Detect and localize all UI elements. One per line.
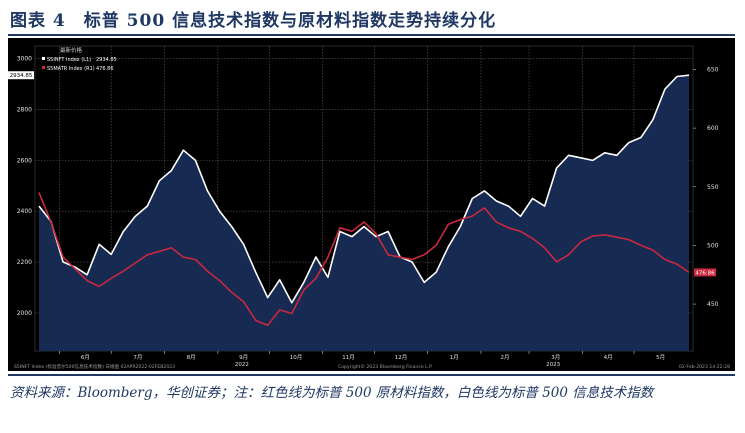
- axes: 2000 2200 2400 2600 2800 3000 450 500 550 600 650 6…: [8, 56, 719, 368]
- x-tick-label: 2月: [501, 354, 510, 361]
- x-tick-label: 8月: [187, 354, 196, 361]
- x-tick-label: 9月: [239, 354, 248, 361]
- legend-label-s5inft: S5INFT Index (L1): [47, 57, 91, 63]
- legend-header: 最新价格: [60, 46, 83, 54]
- y-left-tick-label: 2200: [17, 259, 32, 266]
- y-left-tick-label: 2800: [17, 107, 32, 114]
- x-year-label: 2022: [235, 362, 249, 368]
- y-left-tick-label: 3000: [17, 56, 32, 63]
- x-tick-label: 3月: [551, 354, 560, 361]
- y-right-tick-label: 550: [707, 184, 719, 191]
- legend-label-s5matr: S5MATR Index (R1): [47, 66, 95, 72]
- last-value-label-s5matr: 476.86: [695, 270, 715, 276]
- line-chart: 2000 2200 2400 2600 2800 3000 450 500 550 600 650 6…: [8, 38, 735, 371]
- x-year-label: 2023: [546, 362, 560, 368]
- area-s5inft: [39, 75, 689, 351]
- line-layer: [38, 74, 690, 326]
- x-tick-label: 11月: [342, 354, 355, 361]
- figure-title: 图表 4 标普 500 信息技术指数与原材料指数走势持续分化: [10, 11, 497, 31]
- area-layer: [39, 75, 689, 351]
- source-note: 资料来源：Bloomberg，华创证券；注：红色线为标普 500 原材料指数，白…: [10, 385, 654, 401]
- legend-value-s5inft: 2934.85: [96, 57, 117, 63]
- last-value-tag-s5matr: [694, 268, 716, 277]
- y-left-tick-label: 2400: [17, 208, 32, 215]
- legend-value-s5matr: 476.86: [96, 66, 114, 72]
- last-value-label-s5inft: 2934.85: [10, 73, 33, 79]
- x-tick-label: 5月: [656, 354, 665, 361]
- y-right-tick-label: 600: [707, 125, 719, 132]
- footer-right: 02-Feb-2023 14:22:28: [679, 364, 730, 370]
- x-tick-label: 10月: [290, 354, 303, 361]
- x-tick-label: 4月: [604, 354, 613, 361]
- legend-swatch-s5inft: [42, 57, 45, 60]
- chart-container: 2000 2200 2400 2600 2800 3000 450 500 550 600 650 6…: [8, 38, 735, 371]
- x-tick-label: 12月: [395, 354, 408, 361]
- y-left-tick-label: 2000: [17, 310, 32, 317]
- last-value-tag-s5inft: [8, 71, 34, 80]
- source-rule: [8, 374, 735, 376]
- legend: 最新价格 S5INFT Index (L1) 2934.85 S5MATR In…: [42, 46, 117, 72]
- y-right-tick-label: 500: [707, 242, 719, 249]
- y-left-tick-label: 2600: [17, 157, 32, 164]
- y-right-tick-label: 450: [707, 301, 719, 308]
- x-tick-label: 6月: [81, 354, 90, 361]
- footer-left: S5INFT Index (标准普尔500信息技术指数) 日线图 02APR20…: [14, 363, 175, 370]
- x-tick-label: 1月: [450, 354, 459, 361]
- footer-center: Copyright© 2023 Bloomberg Finance L.P.: [338, 363, 433, 370]
- y-right-tick-label: 650: [707, 66, 719, 73]
- x-tick-label: 7月: [133, 354, 142, 361]
- legend-swatch-s5matr: [42, 66, 45, 69]
- title-rule: [8, 34, 735, 36]
